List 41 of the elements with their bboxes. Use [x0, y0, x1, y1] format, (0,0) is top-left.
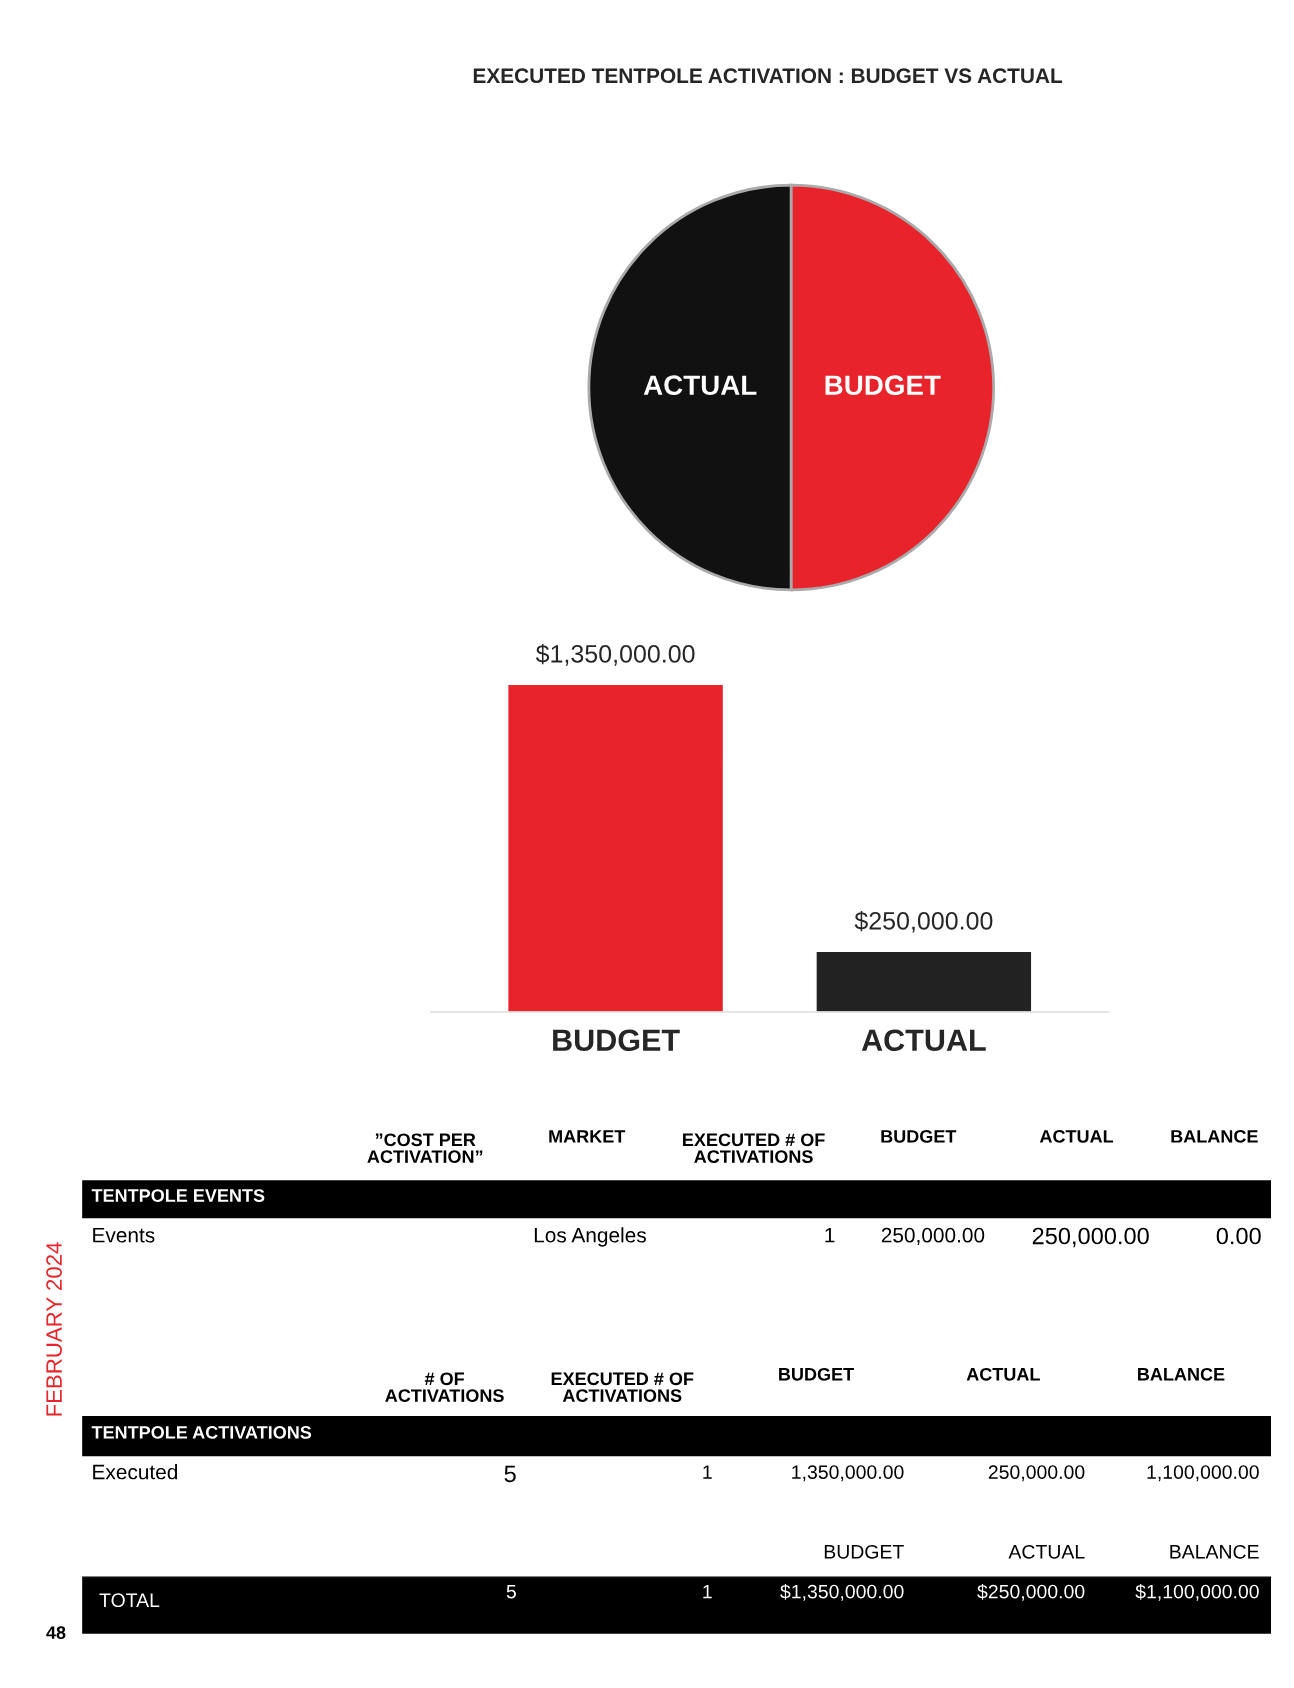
text: EXECUTED # OF ACTIVATIONS [551, 1372, 694, 1402]
text: BALANCE [1171, 1129, 1258, 1143]
text: 1 [825, 1228, 835, 1243]
text: 5 [506, 1584, 516, 1599]
data-label: $1,350,000.00 [535, 643, 695, 666]
text: 1,350,000.00 [792, 1465, 904, 1482]
text: 1,100,000.00 [1147, 1465, 1259, 1482]
text: 250,000.00 [881, 1227, 985, 1245]
text: TENTPOLE ACTIVATIONS [91, 1426, 312, 1439]
text: TENTPOLE EVENTS [91, 1189, 265, 1202]
slice-label: BUDGET [825, 375, 941, 396]
text: BALANCE [1170, 1544, 1259, 1559]
text: BUDGET [881, 1129, 957, 1143]
text: MARKET [549, 1130, 626, 1143]
text: 1 [703, 1584, 712, 1599]
text: BUDGET [779, 1367, 854, 1381]
text: 48 [46, 1626, 66, 1640]
text: $1,100,000.00 [1135, 1583, 1259, 1601]
text: TOTAL [99, 1593, 160, 1608]
text: Events [93, 1228, 155, 1243]
text: # OF ACTIVATIONS [385, 1372, 504, 1402]
text: 0.00 [1216, 1227, 1261, 1245]
text: $250,000.00 [977, 1583, 1085, 1601]
text: 250,000.00 [988, 1465, 1085, 1482]
data-label: $250,000.00 [854, 910, 993, 933]
text: $1,350,000.00 [780, 1583, 904, 1601]
text: 250,000.00 [1032, 1227, 1149, 1248]
text: EXECUTED # OF ACTIVATIONS [683, 1133, 825, 1164]
text: BUDGET [824, 1544, 904, 1559]
text: 1 [703, 1465, 712, 1479]
chart-title: EXECUTED TENTPOLE ACTIVATION : BUDGET VS ACTUAL [473, 68, 1063, 84]
text: FEBRUARY 2024 [46, 1242, 62, 1416]
text: ACTUAL [966, 1367, 1040, 1381]
slice-label: ACTUAL [643, 375, 757, 396]
text: Los Angeles [534, 1227, 646, 1247]
text: BALANCE [1138, 1367, 1225, 1381]
text: ACTUAL [1008, 1544, 1085, 1559]
text: ACTUAL [1039, 1129, 1114, 1143]
text: Executed [93, 1464, 178, 1480]
text: 5 [504, 1465, 516, 1483]
text: ”COST PER ACTIVATION” [367, 1133, 483, 1164]
